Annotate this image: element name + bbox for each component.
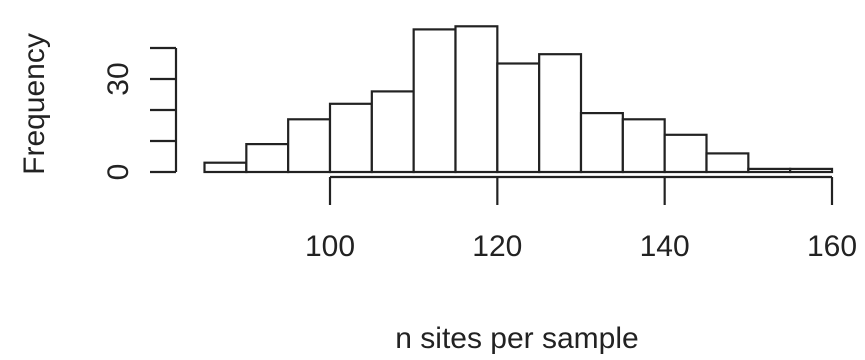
y-tick-label: 0 [102,164,135,181]
histogram-bar [287,118,332,174]
histogram-bar [579,111,624,174]
histogram-bar [245,143,290,174]
x-tick-label: 160 [807,230,857,263]
x-tick-label: 120 [472,230,522,263]
y-axis: 0 30 [102,46,178,181]
histogram-bar [747,167,792,174]
histogram-bar [496,62,541,174]
histogram-bar [663,133,708,174]
histogram-bar [538,53,583,174]
histogram-bar [328,102,373,174]
x-tick-label: 140 [640,230,690,263]
x-axis: 100 120 140 160 [305,175,857,263]
histogram-bar [412,28,457,174]
histogram-bar [789,167,834,174]
histogram-bar [203,161,248,174]
histogram-bars [203,25,834,174]
y-tick-label: 30 [102,62,135,95]
x-axis-label: n sites per sample [395,322,638,355]
histogram-bar [705,152,750,174]
histogram-bar [454,25,499,174]
y-axis-label: Frequency [18,33,51,175]
histogram-bar [370,90,415,174]
histogram-bar [621,118,666,174]
x-tick-label: 100 [305,230,355,263]
